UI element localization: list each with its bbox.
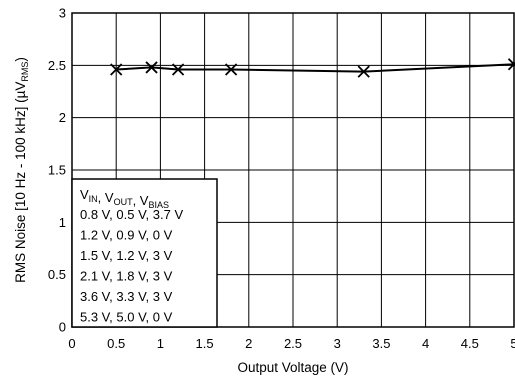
x-tick-label: 3.5 xyxy=(372,336,390,351)
y-axis-title-v: V xyxy=(13,82,28,91)
legend-entry: 3.6 V, 3.3 V, 3 V xyxy=(80,289,173,304)
legend-entry: 1.2 V, 0.9 V, 0 V xyxy=(80,228,173,243)
legend-header-sub: IN xyxy=(89,194,98,204)
y-tick-label: 1 xyxy=(59,215,66,230)
x-tick-label: 2.5 xyxy=(284,336,302,351)
x-tick-label: 1 xyxy=(157,336,164,351)
data-point-marker xyxy=(224,63,238,76)
y-tick-label: 1.5 xyxy=(48,163,66,178)
legend-header-main: , V xyxy=(98,190,114,205)
y-tick-label: 3 xyxy=(59,6,66,21)
x-tick-label: 2 xyxy=(245,336,252,351)
y-axis-title-mu: µ xyxy=(13,90,28,98)
legend-entry: 2.1 V, 1.8 V, 3 V xyxy=(80,269,173,284)
legend-box xyxy=(71,178,218,328)
data-point-marker xyxy=(110,63,123,76)
legend-entry: 5.3 V, 5.0 V, 0 V xyxy=(80,310,173,325)
data-point-marker xyxy=(171,63,185,76)
x-tick-labels: 0 0.5 1 1.5 2 2.5 3 3.5 4 4.5 5 xyxy=(68,336,515,351)
legend-entry: 0.8 V, 0.5 V, 3.7 V xyxy=(80,207,183,222)
y-axis-title-main: RMS Noise [10 Hz - 100 kHz] ( xyxy=(13,98,28,283)
data-point-marker xyxy=(357,65,370,78)
x-tick-label: 3 xyxy=(334,336,341,351)
legend-header-main: , V xyxy=(133,193,149,208)
x-axis-title: Output Voltage (V) xyxy=(237,360,348,375)
y-axis-title-close: ) xyxy=(13,57,28,62)
legend-header-sub: BIAS xyxy=(148,200,169,210)
series-line xyxy=(116,63,515,73)
y-tick-label: 0.5 xyxy=(48,267,66,282)
legend-header-sub: OUT xyxy=(114,197,134,207)
y-axis-title: RMS Noise [10 Hz - 100 kHz] (µVRMS) xyxy=(13,57,30,283)
x-tick-label: 1.5 xyxy=(196,336,214,351)
y-tick-labels: 0 0.5 1 1.5 2 2.5 3 xyxy=(48,6,66,335)
legend-header: VIN, VOUT, VBIAS xyxy=(80,187,169,210)
y-tick-label: 2.5 xyxy=(48,58,66,73)
y-axis-title-sub: RMS xyxy=(20,62,30,82)
legend-header-main: V xyxy=(80,187,89,202)
x-tick-label: 5 xyxy=(510,336,515,351)
plot-frame xyxy=(71,12,515,328)
legend-entry: 1.5 V, 1.2 V, 3 V xyxy=(80,248,173,263)
data-point-marker xyxy=(145,61,158,74)
x-tick-label: 4 xyxy=(422,336,429,351)
x-tick-label: 0.5 xyxy=(107,336,125,351)
series-line-group xyxy=(110,58,515,78)
x-tick-label: 4.5 xyxy=(461,336,479,351)
x-tick-label: 0 xyxy=(68,336,75,351)
y-tick-label: 0 xyxy=(59,320,66,335)
y-tick-label: 2 xyxy=(59,110,66,125)
